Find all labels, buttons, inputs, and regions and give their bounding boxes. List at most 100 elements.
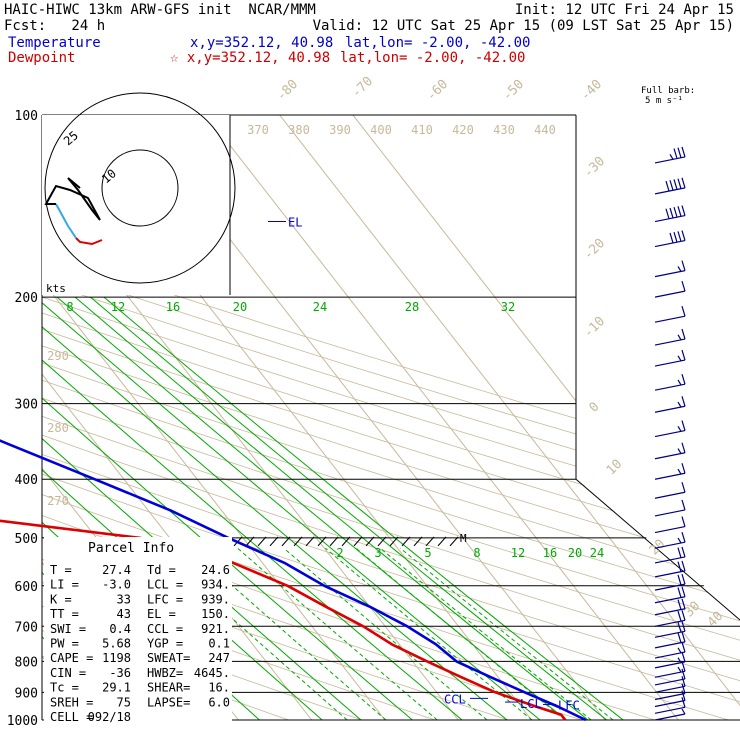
wind-barb-feather bbox=[677, 574, 682, 586]
wind-barb-feather bbox=[681, 328, 686, 340]
parcel-row-value: -36 bbox=[109, 666, 131, 680]
hatch-mark bbox=[245, 536, 255, 547]
mixing-ratio-label: 2 bbox=[336, 546, 343, 560]
wind-barb bbox=[654, 396, 686, 413]
wind-barb-staff bbox=[654, 491, 686, 499]
parcel-row-label: SHEAR= bbox=[147, 681, 190, 695]
wind-barb-feather bbox=[681, 177, 686, 189]
wind-barb-feather bbox=[673, 206, 678, 218]
pressure-label-600: 600 bbox=[15, 580, 38, 595]
dry-adiabat bbox=[42, 115, 436, 721]
wind-barb bbox=[654, 651, 686, 669]
wind-barb-staff bbox=[654, 619, 686, 627]
parcel-info-title: Parcel Info bbox=[88, 541, 174, 556]
saturation-mixing-line bbox=[379, 547, 592, 721]
parcel-row-value: 24.6 bbox=[201, 563, 230, 577]
theta-label: 290 bbox=[47, 349, 69, 363]
hodograph-unit-label: kts bbox=[46, 282, 66, 295]
parcel-row-label: CCL = bbox=[147, 622, 183, 636]
parcel-row-value: 4645. bbox=[194, 666, 230, 680]
parcel-row-value: 921. bbox=[201, 622, 230, 636]
wind-barb-feather bbox=[673, 179, 678, 190]
hatch-mark bbox=[257, 536, 267, 547]
wind-barb-feather bbox=[677, 599, 682, 610]
wind-barb-staff bbox=[654, 359, 686, 367]
parcel-row-value: -3.0 bbox=[102, 578, 131, 592]
dry-adiabat bbox=[42, 115, 740, 721]
wind-barb-feather bbox=[681, 668, 686, 680]
parcel-row-label: Tc = bbox=[50, 681, 79, 695]
theta-label: 410 bbox=[411, 123, 433, 137]
frame-right-slant bbox=[575, 478, 740, 621]
wind-barb-feather bbox=[681, 610, 686, 621]
wind-barb-feather bbox=[681, 708, 686, 715]
wind-barb-feather bbox=[677, 231, 682, 242]
legend-temperature-label: Temperature bbox=[8, 35, 101, 51]
isotherm-label: -40 bbox=[578, 77, 605, 104]
wind-barb-feather bbox=[669, 207, 674, 219]
wind-barb bbox=[654, 631, 686, 649]
pressure-label-800: 800 bbox=[15, 655, 38, 670]
theta-label: 420 bbox=[452, 123, 474, 137]
wind-barb-staff bbox=[654, 405, 686, 413]
wind-barb-staff bbox=[654, 214, 686, 223]
wind-barb-feather bbox=[681, 690, 686, 701]
wind-barb-feather bbox=[669, 232, 674, 244]
wind-barb-feather bbox=[681, 598, 686, 609]
wind-barb-feather bbox=[673, 148, 678, 159]
hatch-mark bbox=[389, 536, 399, 547]
wind-barb-feather bbox=[677, 468, 682, 475]
wind-barb bbox=[654, 546, 686, 564]
parcel-row-label: PW = bbox=[50, 637, 79, 651]
wind-barb-feather bbox=[677, 621, 682, 633]
wind-barb-staff bbox=[654, 472, 686, 480]
isotherm-label: -30 bbox=[581, 154, 608, 181]
wind-barb-feather bbox=[681, 260, 686, 271]
saturation-mixing-line bbox=[399, 547, 614, 721]
wind-barb-staff bbox=[654, 641, 686, 649]
wind-barb-feather bbox=[681, 442, 686, 453]
pressure-label-700: 700 bbox=[15, 620, 38, 635]
wind-barb bbox=[654, 442, 686, 460]
hodograph-trace-low bbox=[75, 237, 103, 246]
wind-barb-staff bbox=[654, 541, 686, 549]
wind-barb bbox=[654, 205, 686, 223]
hatch-mark bbox=[317, 536, 327, 547]
wind-barb-staff bbox=[654, 706, 686, 714]
legend-temperature-xy: x,y=352.12, 40.98 bbox=[190, 35, 334, 51]
hatch-mark bbox=[413, 536, 423, 547]
theta-label: 400 bbox=[370, 123, 392, 137]
header-init-time: Init: 12 UTC Fri 24 Apr 15 bbox=[514, 2, 734, 18]
wind-barb-staff bbox=[654, 651, 686, 659]
wind-barb bbox=[654, 532, 686, 549]
wind-barb bbox=[654, 516, 686, 534]
hodograph-trace-mid bbox=[55, 203, 77, 239]
parcel-row-value: 6.0 bbox=[208, 695, 230, 709]
dry-adiabat bbox=[42, 115, 740, 721]
parcel-row-value: 939. bbox=[201, 592, 230, 606]
wind-barb-feather bbox=[665, 208, 670, 219]
wind-barb-feather bbox=[669, 153, 674, 160]
wind-barb-feather bbox=[677, 147, 682, 158]
hatch-mark bbox=[329, 536, 339, 547]
wind-barb bbox=[654, 420, 686, 438]
parcel-row-label: TT = bbox=[50, 607, 79, 621]
wind-barb-feather bbox=[681, 641, 686, 653]
pressure-label-200: 200 bbox=[15, 291, 38, 306]
parcel-row-label: Td = bbox=[147, 563, 176, 577]
wind-barb-feather bbox=[681, 463, 686, 474]
theta-label: 390 bbox=[329, 123, 351, 137]
parcel-row-value: 43 bbox=[117, 607, 131, 621]
wind-barb-feather bbox=[681, 499, 686, 511]
wind-barb bbox=[654, 668, 686, 686]
mixing-ratio-label: 24 bbox=[590, 546, 604, 560]
parcel-row-value: 27.4 bbox=[102, 563, 131, 577]
hatch-mark bbox=[281, 536, 291, 547]
theta-label: 430 bbox=[493, 123, 515, 137]
mixing-ratio-label: 8 bbox=[473, 546, 480, 560]
wind-barb-feather bbox=[681, 560, 686, 572]
header-forecast-hour: Fcst: 24 h bbox=[4, 18, 106, 34]
theta-label: 440 bbox=[534, 123, 556, 137]
wind-barb bbox=[654, 260, 686, 278]
